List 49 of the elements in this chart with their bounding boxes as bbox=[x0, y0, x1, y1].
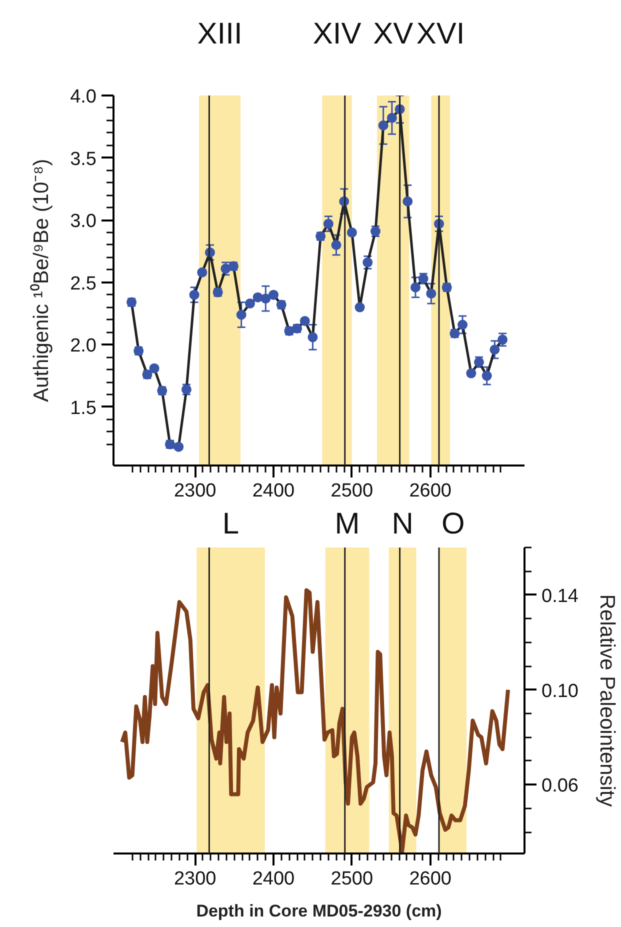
point bbox=[482, 370, 492, 381]
point bbox=[346, 228, 357, 238]
y2-tick-label: 0.14 bbox=[542, 586, 579, 607]
y-tick-label: 1.5 bbox=[70, 398, 97, 419]
x-tick-label: 2300 bbox=[174, 480, 216, 502]
point bbox=[386, 112, 397, 123]
point bbox=[323, 218, 334, 229]
x-tick-label: 2600 bbox=[409, 480, 452, 502]
y-tick-label: 3.5 bbox=[70, 148, 97, 170]
band-label: XV bbox=[373, 18, 414, 50]
y-axis-title: Authigenic ¹⁰Be/⁹Be (10⁻⁸) bbox=[30, 158, 54, 402]
y2-tick-label: 0.10 bbox=[542, 680, 578, 702]
y-tick-label: 4.0 bbox=[70, 86, 97, 108]
point bbox=[490, 344, 500, 355]
point bbox=[410, 282, 420, 292]
x-axis-title: Depth in Core MD05-2930 (cm) bbox=[196, 902, 442, 920]
band-label: XIII bbox=[197, 18, 242, 50]
point bbox=[252, 292, 263, 302]
point bbox=[268, 290, 279, 300]
band-label: XIV bbox=[312, 18, 362, 50]
y-tick-label: 3.0 bbox=[70, 211, 97, 232]
x-tick-label: 2400 bbox=[252, 480, 295, 502]
x-tick-label: 2300 bbox=[174, 868, 216, 890]
y-tick-label: 2.5 bbox=[70, 273, 97, 294]
point bbox=[426, 288, 436, 299]
point bbox=[466, 368, 476, 378]
band-label: XVI bbox=[416, 18, 465, 50]
point bbox=[354, 302, 365, 312]
point bbox=[260, 294, 271, 304]
y2-axis-title: Relative Paleointensity bbox=[595, 594, 618, 808]
point bbox=[189, 290, 200, 300]
band-label: M bbox=[334, 508, 360, 540]
point bbox=[378, 120, 388, 130]
point bbox=[308, 332, 318, 342]
x-tick-label: 2500 bbox=[330, 868, 374, 890]
y-tick-label: 2.0 bbox=[70, 336, 97, 357]
y2-tick-label: 0.06 bbox=[542, 776, 578, 797]
x-tick-label: 2400 bbox=[252, 868, 295, 890]
x-tick-label: 2500 bbox=[330, 480, 374, 502]
line-series bbox=[120, 588, 510, 854]
band-label: L bbox=[222, 508, 240, 540]
point bbox=[331, 240, 342, 250]
point bbox=[458, 320, 468, 330]
point bbox=[402, 196, 413, 206]
x-tick-label: 2600 bbox=[409, 868, 452, 890]
band-label: N bbox=[392, 508, 414, 540]
band-label: O bbox=[441, 508, 465, 540]
point bbox=[236, 310, 246, 320]
point bbox=[197, 267, 208, 278]
